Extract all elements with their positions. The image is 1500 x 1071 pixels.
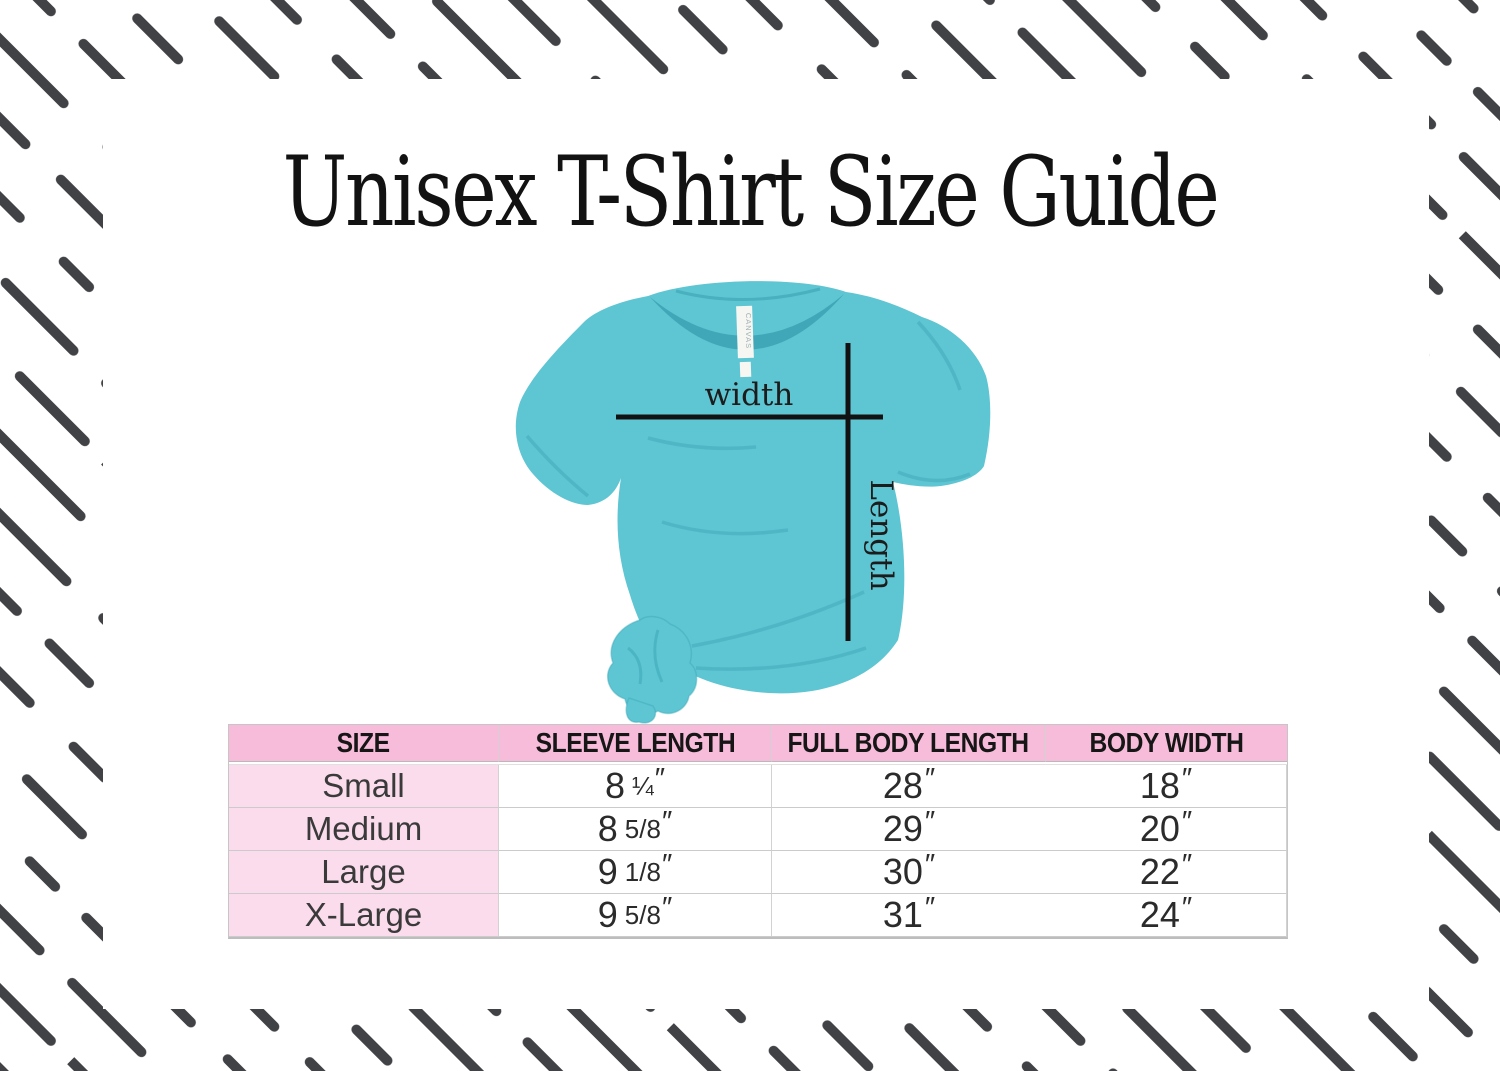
body-width-small: 18 ″ [1046, 765, 1287, 808]
width-label: width [705, 377, 794, 413]
knot-fold-lines [627, 629, 664, 685]
full-body-length-large: 30 ″ [772, 851, 1046, 894]
length-label: Length [863, 479, 899, 590]
tshirt-collar [650, 294, 844, 350]
size-label-large: Large [229, 851, 499, 894]
header-sleeve-length: SLEEVE LENGTH [499, 725, 772, 762]
sleeve-length-large: 9 1/8 ″ [499, 851, 772, 894]
sleeve-length-xlarge: 9 5/8 ″ [499, 894, 772, 937]
care-tag: CANVAS [736, 305, 754, 378]
body-width-medium: 20 ″ [1046, 808, 1287, 851]
header-body-width: BODY WIDTH [1046, 725, 1287, 762]
body-width-large: 22 ″ [1046, 851, 1287, 894]
full-body-length-medium: 29 ″ [772, 808, 1046, 851]
sleeve-length-medium: 8 5/8 ″ [499, 808, 772, 851]
fabric-fold-lines [525, 320, 971, 671]
size-label-medium: Medium [229, 808, 499, 851]
collar-back-seam [675, 287, 821, 302]
full-body-length-small: 28 ″ [772, 765, 1046, 808]
tshirt-body [515, 281, 991, 694]
tshirt-knot-tail [625, 697, 657, 724]
page-title: Unisex T-Shirt Size Guide [282, 136, 1220, 248]
size-table: SIZE SLEEVE LENGTH FULL BODY LENGTH BODY… [228, 724, 1288, 939]
body-width-xlarge: 24 ″ [1046, 894, 1287, 937]
sleeve-length-small: 8 ¼ ″ [499, 765, 772, 808]
care-tag-label: CANVAS [744, 313, 753, 349]
full-body-length-xlarge: 31 ″ [772, 894, 1046, 937]
header-full-body-length: FULL BODY LENGTH [772, 725, 1046, 762]
size-label-small: Small [229, 765, 499, 808]
tshirt-knot [606, 615, 698, 715]
size-label-xlarge: X-Large [229, 894, 499, 937]
header-size: SIZE [229, 725, 499, 762]
header-body-gap [229, 762, 1287, 765]
